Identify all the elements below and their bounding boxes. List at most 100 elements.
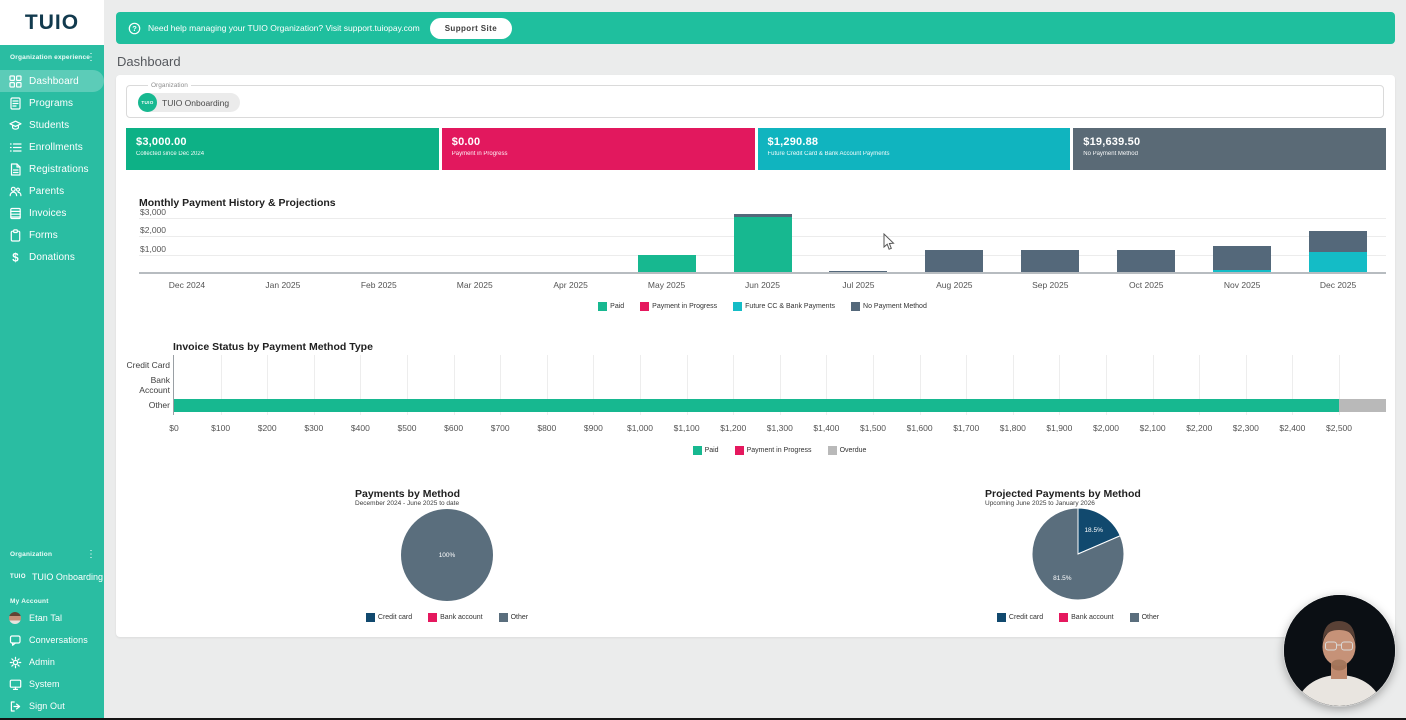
sidebar-item-system[interactable]: System <box>0 673 104 695</box>
sidebar-item-sign-out[interactable]: Sign Out <box>0 695 104 717</box>
monitor-icon <box>9 679 22 690</box>
organization-select-chip[interactable]: TUIO TUIO Onboarding <box>138 93 241 112</box>
graduation-cap-icon-wrap <box>9 119 22 132</box>
legend-label: Payment in Progress <box>652 303 718 310</box>
legend-swatch <box>1059 613 1069 622</box>
sidebar-item-label: Students <box>29 119 70 131</box>
x-axis-tick-label: $1,600 <box>906 423 933 433</box>
gridline <box>1152 355 1154 415</box>
bar-segment-no-payment-method <box>1213 245 1272 270</box>
legend-item-overdue[interactable]: Overdue <box>827 446 866 455</box>
stat-card-label: Collected since Dec 2024 <box>136 151 205 157</box>
sidebar-item-parents[interactable]: Parents <box>0 180 104 202</box>
bar-segment-paid <box>174 398 1339 412</box>
legend-item-no-payment-method[interactable]: No Payment Method <box>851 302 927 311</box>
y-axis-tick-label: $3,000 <box>140 206 166 217</box>
support-site-button[interactable]: Support Site <box>429 17 513 39</box>
bar-segment-future-cc-bank-payments <box>1213 269 1272 272</box>
sidebar-item-programs[interactable]: Programs <box>0 92 104 114</box>
kebab-menu-icon[interactable]: ⋮ <box>86 52 96 63</box>
gridline <box>640 355 641 415</box>
gridline <box>313 355 315 415</box>
x-axis-tick-label: $1,800 <box>999 423 1026 433</box>
sidebar-item-students[interactable]: Students <box>0 114 104 136</box>
organization-field-label: Organization <box>148 82 191 89</box>
sidebar-item-label: System <box>29 679 60 689</box>
x-axis-tick-label: $0 <box>169 423 179 433</box>
sidebar-item-enrollments[interactable]: Enrollments <box>0 136 104 158</box>
invoice-chart-legend: Paid Payment in Progress Overdue <box>173 446 1386 455</box>
projected-pie-legend: Credit card Bank account Other <box>980 613 1176 622</box>
sidebar: TUIO Organization experience ⋮ Dashboard… <box>0 0 104 720</box>
sidebar-item-registrations[interactable]: Registrations <box>0 158 104 180</box>
legend-item-paid[interactable]: Paid <box>692 446 719 455</box>
sidebar-item-conversations[interactable]: Conversations <box>0 629 104 651</box>
gridline <box>733 355 735 415</box>
sidebar-account-nav: Etan Tal Conversations Admin System Sign Out <box>0 607 104 717</box>
stat-card-label: Future Credit Card & Bank Account Paymen… <box>767 151 890 157</box>
gridline <box>267 355 269 415</box>
x-axis-tick-label: Oct 2025 <box>1128 280 1164 290</box>
gridline <box>873 355 874 415</box>
dashboard-content-card: Organization TUIO TUIO Onboarding $3,000… <box>116 75 1395 637</box>
payments-pie-subtitle: December 2024 - June 2025 to date <box>355 500 460 507</box>
sidebar-item-etan-tal[interactable]: Etan Tal <box>0 607 104 629</box>
x-axis-tick-label: $1,900 <box>1046 423 1073 433</box>
y-axis-category-label: Bank Account <box>139 374 170 395</box>
x-axis-tick-label: $700 <box>490 423 510 433</box>
x-axis-tick-label: $2,300 <box>1232 423 1259 433</box>
bar-segment-overdue <box>1339 398 1386 412</box>
legend-item-payment-in-progress[interactable]: Payment in Progress <box>640 302 717 311</box>
legend-item-future-cc-bank-payments[interactable]: Future CC & Bank Payments <box>733 302 835 311</box>
x-axis-tick-label: $500 <box>397 423 417 433</box>
dollar-icon-wrap: $ <box>9 251 22 264</box>
legend-item-credit-card[interactable]: Credit card <box>996 613 1043 622</box>
legend-item-bank-account[interactable]: Bank account <box>428 613 483 622</box>
legend-label: Credit card <box>377 614 413 621</box>
legend-swatch <box>734 446 744 455</box>
x-axis-tick-label: $1,500 <box>860 423 886 433</box>
sidebar-item-label: Dashboard <box>29 75 79 87</box>
legend-item-payment-in-progress[interactable]: Payment in Progress <box>734 446 812 455</box>
gridline <box>407 355 408 415</box>
dollar-icon: $ <box>12 252 19 264</box>
legend-swatch <box>733 302 743 311</box>
sidebar-item-donations[interactable]: $ Donations <box>0 246 104 268</box>
sidebar-item-label: Donations <box>29 251 75 263</box>
legend-item-other[interactable]: Other <box>1129 613 1159 622</box>
legend-label: Other <box>510 614 529 621</box>
gridline <box>1059 355 1061 415</box>
sidebar-item-admin[interactable]: Admin <box>0 651 104 673</box>
bar-segment-paid <box>733 216 792 272</box>
people-icon <box>9 186 22 196</box>
gridline <box>966 355 968 415</box>
legend-item-credit-card[interactable]: Credit card <box>365 613 413 622</box>
legend-item-paid[interactable]: Paid <box>598 302 624 311</box>
registration-doc-icon-wrap <box>9 162 22 176</box>
sign-out-icon-wrap <box>9 700 22 713</box>
sidebar-item-label: Invoices <box>29 207 67 219</box>
x-axis-tick-label: $2,200 <box>1186 423 1213 433</box>
legend-item-bank-account[interactable]: Bank account <box>1059 613 1114 622</box>
bar-segment-no-payment-method <box>1309 230 1368 253</box>
clipboard-icon-wrap <box>9 228 22 242</box>
projected-pie-subtitle: Upcoming June 2025 to January 2026 <box>985 500 1095 507</box>
webcam-video-overlay <box>1284 595 1395 706</box>
sidebar-item-forms[interactable]: Forms <box>0 224 104 246</box>
chat-icon <box>9 634 21 646</box>
sidebar-item-dashboard[interactable]: Dashboard <box>0 70 104 92</box>
projected-pie-chart: 18.5% 81.5% <box>1031 507 1125 601</box>
sidebar-item-label: Registrations <box>29 163 89 175</box>
x-axis-tick-label: $1,000 <box>627 423 653 433</box>
bar-segment-future-cc-bank-payments <box>1309 252 1368 272</box>
sidebar-item-invoices[interactable]: Invoices <box>0 202 104 224</box>
user-avatar-wrap <box>9 611 22 625</box>
gear-icon <box>9 656 22 668</box>
x-axis-tick-label: Dec 2025 <box>1319 280 1357 290</box>
legend-swatch <box>498 613 508 622</box>
sidebar-org-row[interactable]: TUIO TUIO Onboarding <box>10 572 103 582</box>
legend-item-other[interactable]: Other <box>498 613 529 622</box>
org-kebab-menu-icon[interactable]: ⋮ <box>86 549 96 560</box>
gridline <box>1106 355 1107 415</box>
bar-segment-no-payment-method <box>1021 250 1080 272</box>
